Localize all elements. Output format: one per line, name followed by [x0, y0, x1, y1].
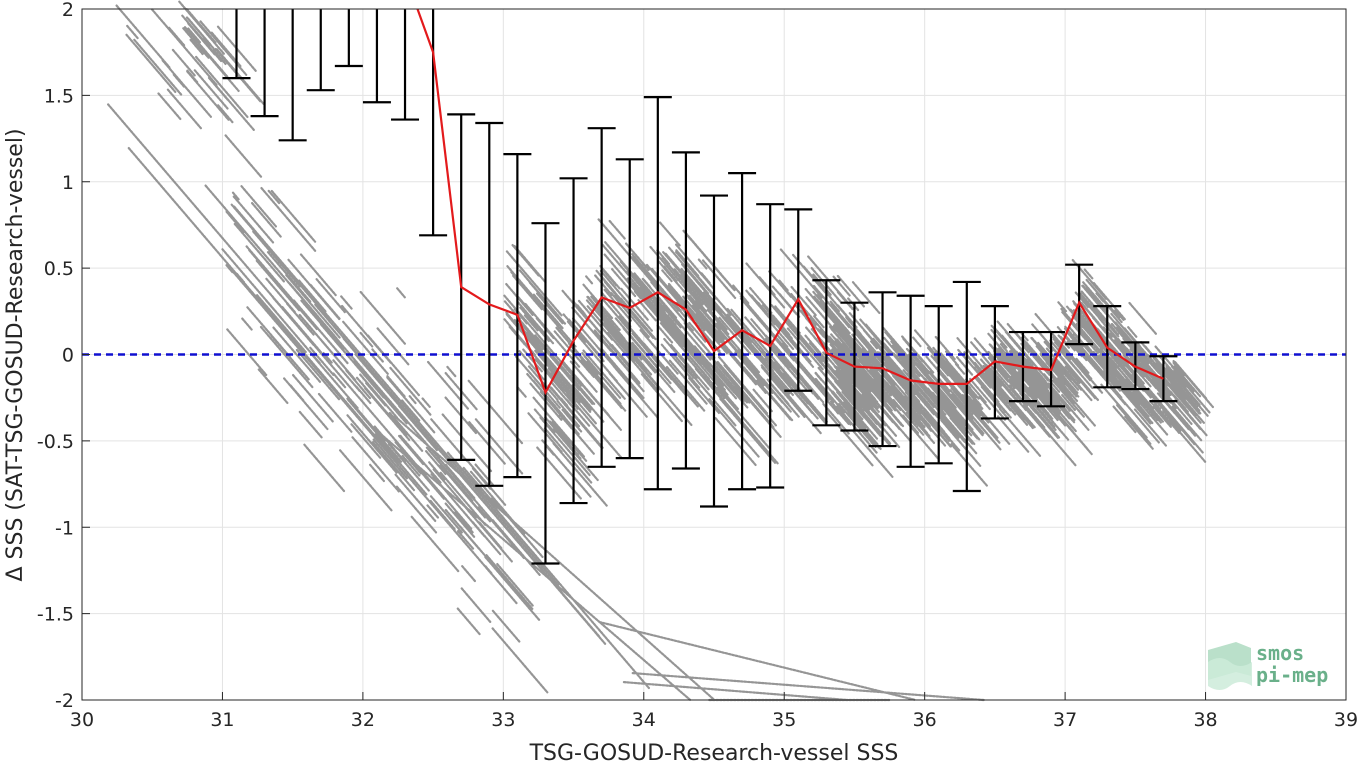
- x-tick-label: 31: [210, 709, 234, 731]
- logo-wave-2: [1208, 658, 1252, 690]
- logo-text-smos: smos: [1256, 641, 1304, 665]
- x-tick-label: 33: [491, 709, 515, 731]
- logo-text-pi-mep: pi-mep: [1256, 663, 1328, 687]
- y-axis-label: Δ SSS (SAT-TSG-GOSUD-Research-vessel): [3, 128, 28, 581]
- x-tick-label: 36: [913, 709, 937, 731]
- y-tick-label: -0.5: [37, 431, 74, 453]
- x-tick-label: 38: [1193, 709, 1217, 731]
- mean-line: [416, 8, 1164, 396]
- y-tick-label: -1: [55, 517, 74, 539]
- x-ticks: 30 31 32 33 34 35 36 37 38 39: [70, 692, 1358, 731]
- y-tick-label: 0: [62, 345, 74, 367]
- y-tick-label: -2: [55, 690, 74, 712]
- y-tick-label: 1: [62, 172, 74, 194]
- x-tick-label: 32: [351, 709, 375, 731]
- x-tick-label: 39: [1334, 709, 1358, 731]
- y-tick-label: 1.5: [44, 85, 74, 107]
- y-tick-label: 0.5: [44, 258, 74, 280]
- x-tick-label: 37: [1053, 709, 1077, 731]
- y-tick-label: -1.5: [37, 604, 74, 626]
- y-ticks: 2 1.5 1 0.5 0 -0.5 -1 -1.5 -2: [37, 0, 90, 712]
- smos-pi-mep-logo: smos pi-mep: [1208, 641, 1328, 690]
- x-tick-label: 35: [772, 709, 796, 731]
- x-axis-label: TSG-GOSUD-Research-vessel SSS: [529, 741, 899, 765]
- y-tick-label: 2: [62, 0, 74, 21]
- x-tick-label: 30: [70, 709, 94, 731]
- x-tick-label: 34: [632, 709, 656, 731]
